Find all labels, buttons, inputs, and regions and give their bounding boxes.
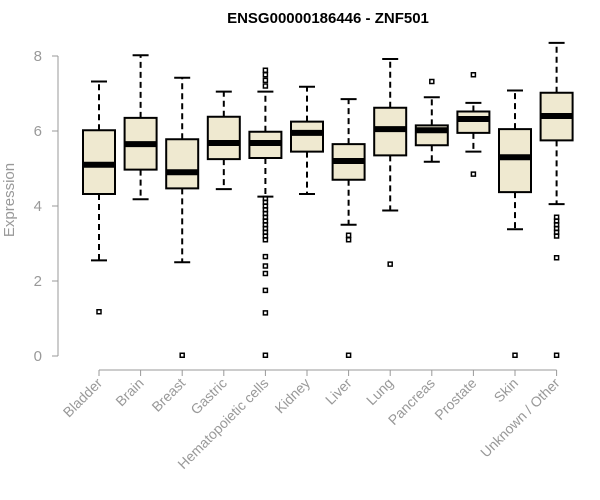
box-bladder (82, 80, 116, 315)
box-rect (165, 138, 200, 190)
box-liver (331, 98, 366, 358)
boxes-layer (82, 41, 574, 358)
box-lung (373, 58, 408, 267)
outlier-point (512, 352, 518, 358)
box-rect (290, 120, 324, 153)
box-breast (165, 76, 200, 358)
x-tick-label: Breast (148, 375, 188, 415)
y-tick-label: 6 (34, 123, 42, 140)
box-rect (498, 128, 532, 194)
y-axis: 0 2 4 6 8 (34, 48, 59, 365)
chart-title: ENSG00000186446 - ZNF501 (227, 10, 429, 27)
outlier-point (262, 310, 269, 316)
outlier-point (387, 261, 393, 267)
x-tick-label: Brain (112, 375, 146, 409)
outlier-point (553, 233, 560, 239)
outlier-point (429, 78, 435, 85)
x-tick-label: Unknown / Other (477, 375, 563, 461)
outlier-point (179, 352, 185, 358)
outlier-point (262, 83, 269, 89)
box-pancreas (414, 78, 449, 163)
x-tick-label: Prostate (431, 375, 479, 423)
outlier-point (553, 255, 560, 261)
box-gastric (206, 90, 241, 191)
outlier-point (262, 263, 269, 269)
y-tick-label: 2 (34, 273, 42, 290)
box-skin (498, 89, 532, 358)
y-tick-label: 0 (34, 348, 42, 365)
x-tick-label: Bladder (60, 375, 106, 421)
box-rect (456, 110, 491, 134)
y-axis-label: Expression (1, 163, 18, 237)
outlier-point (96, 309, 102, 315)
outlier-point (262, 270, 269, 277)
outlier-point (345, 237, 352, 243)
outlier-point (470, 171, 477, 177)
x-tick-label: Lung (363, 375, 396, 408)
outlier-point (262, 72, 269, 78)
outlier-point (262, 237, 269, 243)
outlier-point (345, 232, 352, 238)
outlier-point (262, 253, 269, 260)
outlier-point (553, 352, 560, 358)
box-prostate (456, 72, 491, 177)
outlier-point (345, 352, 352, 358)
box-kidney (290, 85, 324, 195)
x-tick-label: Kidney (272, 375, 314, 417)
outlier-point (470, 72, 477, 78)
box-unknown-other (539, 41, 574, 358)
outlier-point (262, 287, 269, 294)
y-tick-label: 4 (34, 198, 42, 215)
box-brain (123, 54, 158, 201)
outlier-point (262, 67, 269, 73)
outlier-point (262, 77, 269, 84)
x-tick-label: Skin (491, 375, 522, 406)
x-tick-label: Liver (322, 375, 355, 408)
outlier-point (262, 352, 269, 358)
box-rect (206, 115, 241, 161)
y-tick-label: 8 (34, 48, 42, 65)
box-hematopoietic-cells (248, 67, 283, 358)
